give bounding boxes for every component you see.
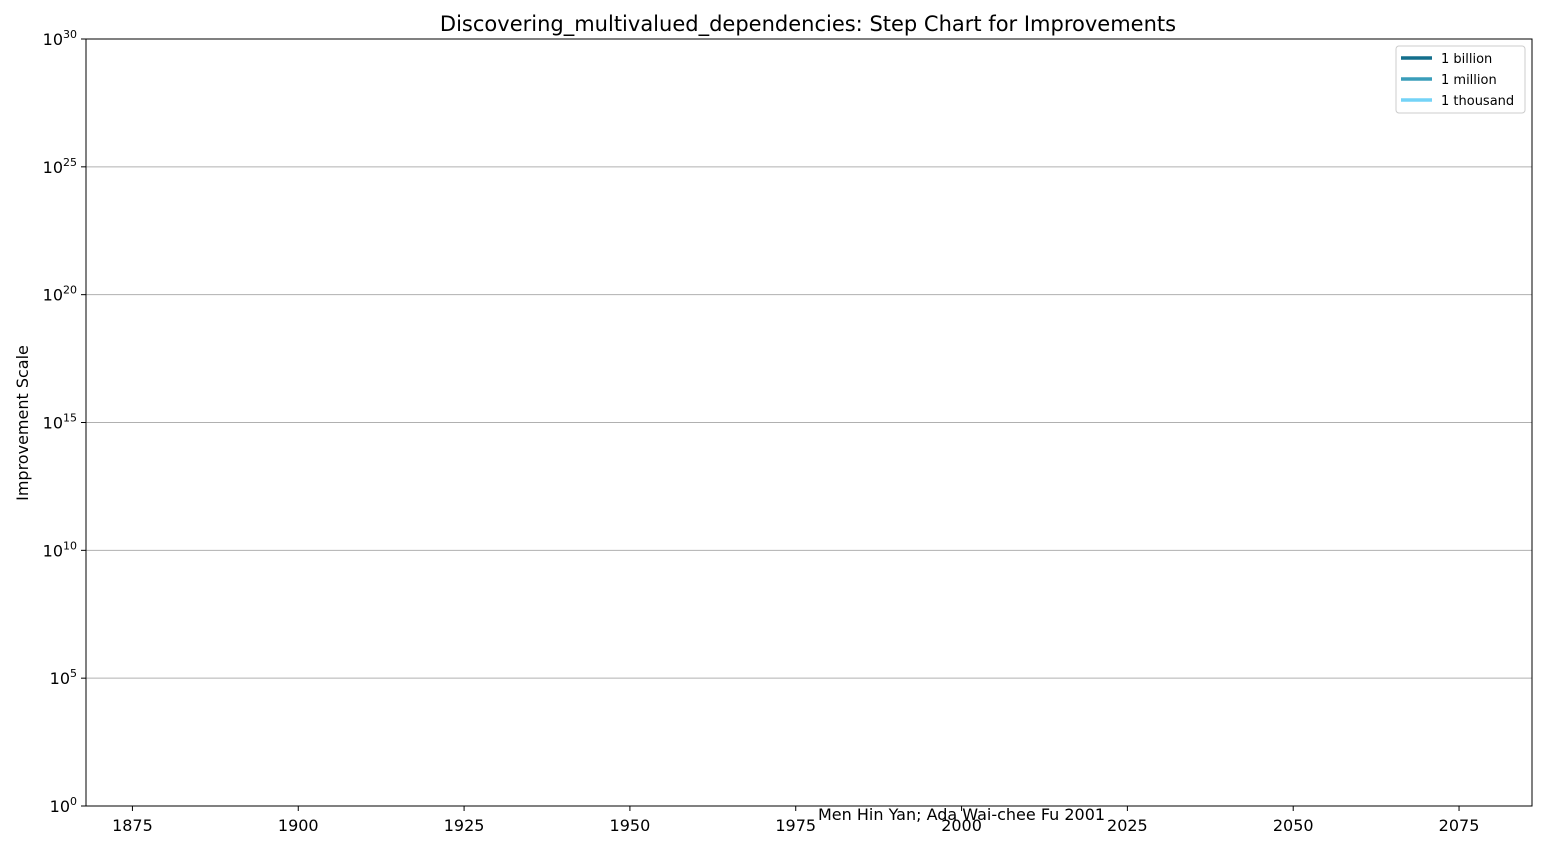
x-tick-label: 1875: [112, 816, 153, 835]
x-tick-label: 2050: [1273, 816, 1314, 835]
y-tick-base: 10: [43, 30, 63, 49]
x-tick-label: 1900: [278, 816, 319, 835]
y-tick-base: 10: [43, 541, 63, 560]
grid-lines: [86, 38, 1532, 807]
y-tick-label: 1015: [43, 412, 77, 433]
legend-label: 1 million: [1441, 73, 1497, 88]
y-tick-exponent: 10: [63, 539, 77, 552]
y-tick-exponent: 15: [63, 412, 77, 425]
annotation-label: Men Hin Yan; Ada Wai-chee Fu 2001: [818, 805, 1105, 824]
x-tick-label: 1975: [775, 816, 816, 835]
y-tick-label: 1030: [43, 28, 77, 49]
legend-box: [1395, 45, 1526, 114]
x-axis-ticks: 1875 1900 1925 1950 1975 2000 2025 2050 2075: [112, 806, 1479, 835]
y-tick-label: 1020: [43, 284, 77, 305]
y-tick-base: 10: [43, 286, 63, 305]
legend-label: 1 thousand: [1441, 94, 1514, 109]
y-tick-base: 10: [50, 797, 70, 816]
y-tick-base: 10: [43, 158, 63, 177]
y-tick-base: 10: [43, 414, 63, 433]
y-tick-exponent: 20: [63, 284, 77, 297]
y-tick-exponent: 5: [70, 667, 77, 680]
y-tick-label: 1025: [43, 156, 77, 177]
y-tick-base: 10: [50, 669, 70, 688]
y-axis-label: Improvement Scale: [13, 345, 32, 501]
y-tick-label: 100: [50, 795, 77, 816]
x-tick-label: 2075: [1439, 816, 1480, 835]
x-tick-label: 1925: [444, 816, 485, 835]
y-tick-exponent: 25: [63, 156, 77, 169]
y-tick-label: 1010: [43, 539, 77, 560]
x-tick-label: 2000: [941, 816, 982, 835]
chart-title: Discovering_multivalued_dependencies: St…: [440, 12, 1176, 37]
y-tick-label: 105: [50, 667, 77, 688]
y-tick-exponent: 0: [70, 795, 77, 808]
x-tick-label: 2025: [1107, 816, 1148, 835]
x-tick-label: 1950: [610, 816, 651, 835]
legend-label: 1 billion: [1441, 52, 1492, 67]
y-tick-exponent: 30: [63, 28, 77, 41]
legend: 1 billion 1 million 1 thousand: [1395, 45, 1526, 114]
